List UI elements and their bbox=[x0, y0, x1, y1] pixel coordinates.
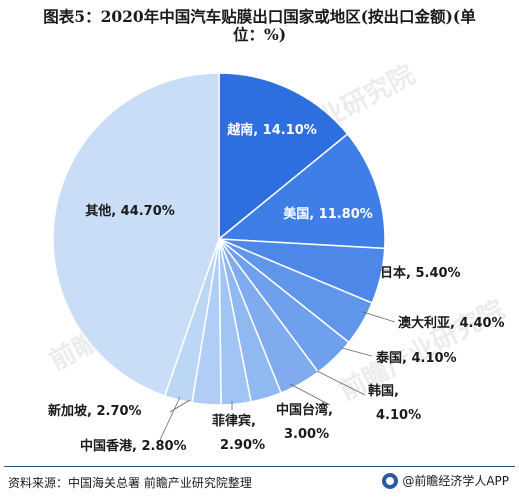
slice-label: 澳大利亚, 4.40% bbox=[398, 315, 505, 331]
leader-line bbox=[341, 347, 373, 357]
pie-slice bbox=[52, 72, 220, 397]
slice-value-label: 3.00% bbox=[284, 427, 329, 442]
chart-title-line-2: 位：%) bbox=[232, 25, 287, 44]
leader-line bbox=[159, 396, 181, 441]
slice-label: 新加坡, 2.70% bbox=[48, 403, 142, 419]
brand-mark: @前瞻经济学人APP bbox=[382, 472, 509, 489]
leader-line bbox=[362, 311, 396, 323]
slice-label: 美国, 11.80% bbox=[283, 206, 373, 222]
leader-line bbox=[316, 370, 366, 396]
slice-label: 日本, 5.40% bbox=[380, 265, 461, 281]
brand-text: @前瞻经济学人APP bbox=[402, 474, 509, 488]
pie-slice bbox=[218, 72, 349, 241]
slice-label: 其他, 44.70% bbox=[85, 203, 175, 219]
slice-label: 中国香港, 2.80% bbox=[80, 438, 187, 454]
slice-label: 越南, 14.10% bbox=[226, 122, 317, 138]
slice-label: 中国台湾, bbox=[276, 402, 333, 418]
slice-value-label: 4.10% bbox=[376, 408, 421, 423]
chart-title-line-1: 图表5：2020年中国汽车贴膜出口国家或地区(按出口金额)(单 bbox=[43, 7, 476, 26]
slice-label: 泰国, 4.10% bbox=[375, 350, 457, 366]
slice-label: 菲律宾, bbox=[212, 413, 256, 429]
pie-slice bbox=[217, 132, 386, 250]
slice-label: 韩国, bbox=[368, 383, 399, 399]
leader-line bbox=[169, 399, 191, 413]
source-note: 资料来源：中国海关总署 前瞻产业研究院整理 bbox=[8, 476, 252, 490]
brand-logo-icon bbox=[382, 472, 399, 489]
footer-divider bbox=[4, 466, 515, 467]
pie-chart: 越南, 14.10% 美国, 11.80% 日本, 5.40% 澳大利亚, 4.40%… bbox=[48, 72, 505, 454]
leader-line bbox=[289, 383, 331, 406]
chart-title: 图表5：2020年中国汽车贴膜出口国家或地区(按出口金额)(单 位：%) bbox=[0, 8, 519, 44]
slice-value-label: 2.90% bbox=[220, 438, 265, 453]
